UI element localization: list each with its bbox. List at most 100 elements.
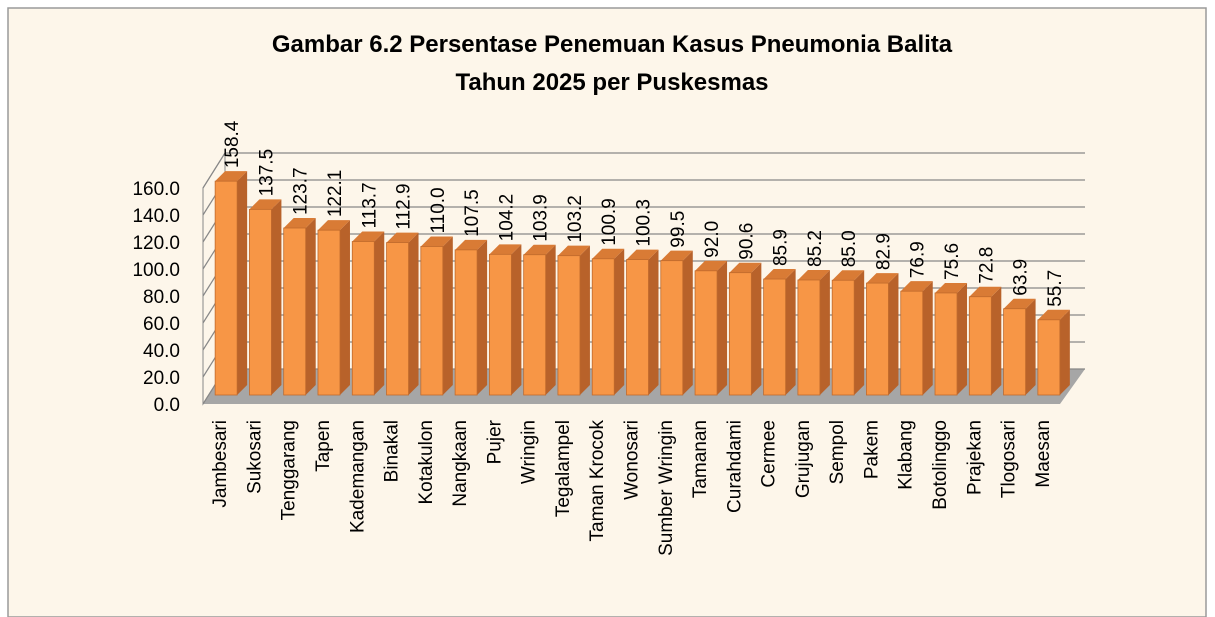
- bar-side: [1025, 298, 1036, 395]
- data-label: 110.0: [428, 187, 449, 233]
- bar: [214, 180, 238, 396]
- bar: [351, 241, 375, 396]
- data-label: 55.7: [1045, 270, 1066, 307]
- bar-top: [283, 218, 316, 229]
- bar: [934, 292, 958, 396]
- bar-top: [866, 273, 899, 284]
- bar-top: [626, 249, 659, 260]
- data-label: 104.2: [496, 194, 517, 242]
- x-tick-label: Klabang: [896, 420, 917, 490]
- bar-side: [477, 239, 488, 395]
- x-tick-label: Tamanan: [690, 420, 711, 498]
- bar-top: [797, 269, 830, 280]
- x-tick-label: Tapen: [313, 420, 334, 472]
- bar-side: [374, 231, 385, 395]
- y-tick-label: 60.0: [143, 314, 180, 335]
- bar-top: [695, 260, 728, 271]
- bar-side: [888, 273, 899, 395]
- x-tick-label: Grujugan: [793, 420, 814, 498]
- bar-top: [317, 220, 350, 231]
- data-label: 113.7: [359, 182, 380, 228]
- data-label: 85.0: [839, 230, 860, 267]
- data-label: 63.9: [1011, 259, 1032, 296]
- bar: [763, 278, 787, 396]
- data-label: 122.1: [325, 170, 346, 218]
- bar-top: [249, 199, 282, 210]
- bar: [488, 253, 512, 396]
- bar-side: [579, 245, 590, 395]
- data-label: 100.3: [634, 199, 655, 247]
- x-tick-label: Tlogosari: [999, 420, 1020, 498]
- x-tick-label: Botolinggo: [930, 420, 951, 510]
- bar-side: [854, 270, 865, 395]
- bar-side: [648, 249, 659, 395]
- bar-top: [935, 282, 968, 293]
- x-tick-label: Pakem: [861, 420, 882, 479]
- x-tick-label: Prajekan: [964, 420, 985, 495]
- data-label: 76.9: [908, 241, 929, 278]
- bar-top: [832, 270, 865, 281]
- bar-top: [455, 239, 488, 250]
- y-tick-label: 80.0: [143, 287, 180, 308]
- bar: [454, 249, 478, 396]
- bar-side: [682, 250, 693, 395]
- bar-top: [489, 244, 522, 255]
- x-tick-label: Binakal: [382, 420, 403, 482]
- bar-side: [442, 236, 453, 395]
- bar: [728, 272, 752, 396]
- x-tick-label: Sempol: [827, 420, 848, 484]
- bar-top: [1003, 298, 1036, 309]
- bar-side: [717, 260, 728, 395]
- y-tick-label: 40.0: [143, 341, 180, 362]
- data-label: 123.7: [291, 167, 312, 215]
- data-label: 82.9: [873, 233, 894, 270]
- bar: [968, 296, 992, 396]
- y-tick-label: 0.0: [154, 395, 180, 416]
- bar-top: [900, 281, 933, 292]
- bar-side: [957, 282, 968, 395]
- bar-side: [922, 281, 933, 395]
- bar-side: [339, 220, 350, 395]
- bar-top: [352, 231, 385, 242]
- x-tick-label: Taman Krocok: [587, 420, 608, 542]
- y-tick-label: 100.0: [132, 260, 180, 281]
- bar: [660, 260, 684, 396]
- data-label: 107.5: [462, 189, 483, 237]
- bar: [557, 255, 581, 396]
- bar-top: [969, 286, 1002, 297]
- bar: [249, 208, 272, 396]
- data-label: 92.0: [702, 221, 723, 258]
- bar-side: [1059, 309, 1070, 395]
- data-label: 72.8: [976, 247, 997, 284]
- x-tick-label: Maesan: [1033, 420, 1054, 488]
- data-label: 100.9: [599, 198, 620, 246]
- bar-side: [237, 171, 248, 395]
- chart-title: Tahun 2025 per Puskesmas: [455, 69, 768, 96]
- x-tick-label: Wringin: [519, 420, 540, 484]
- y-tick-label: 140.0: [132, 206, 180, 227]
- bar-side: [751, 262, 762, 395]
- data-label: 90.6: [736, 223, 757, 260]
- data-label: 99.5: [668, 211, 689, 248]
- x-tick-label: Sukosari: [244, 420, 265, 494]
- x-tick-label: Tegalampel: [553, 420, 574, 517]
- y-tick-label: 20.0: [143, 368, 180, 389]
- bar-top: [420, 236, 453, 247]
- bar: [591, 258, 615, 396]
- data-label: 112.9: [394, 183, 415, 229]
- x-tick-label: Jambesari: [210, 420, 231, 508]
- y-tick-label: 160.0: [132, 179, 180, 200]
- bar: [694, 270, 718, 396]
- bar: [900, 290, 924, 396]
- bar-top: [386, 232, 419, 243]
- bar-side: [614, 248, 625, 395]
- bar: [1003, 308, 1026, 396]
- data-label: 85.9: [771, 229, 792, 266]
- x-tick-label: Cermee: [759, 420, 780, 488]
- bar-side: [271, 199, 282, 395]
- x-tick-label: Nangkaan: [450, 420, 471, 507]
- bar-side: [991, 286, 1002, 395]
- data-label: 137.5: [256, 149, 277, 197]
- bar-top: [729, 262, 762, 273]
- bar-top: [523, 244, 556, 255]
